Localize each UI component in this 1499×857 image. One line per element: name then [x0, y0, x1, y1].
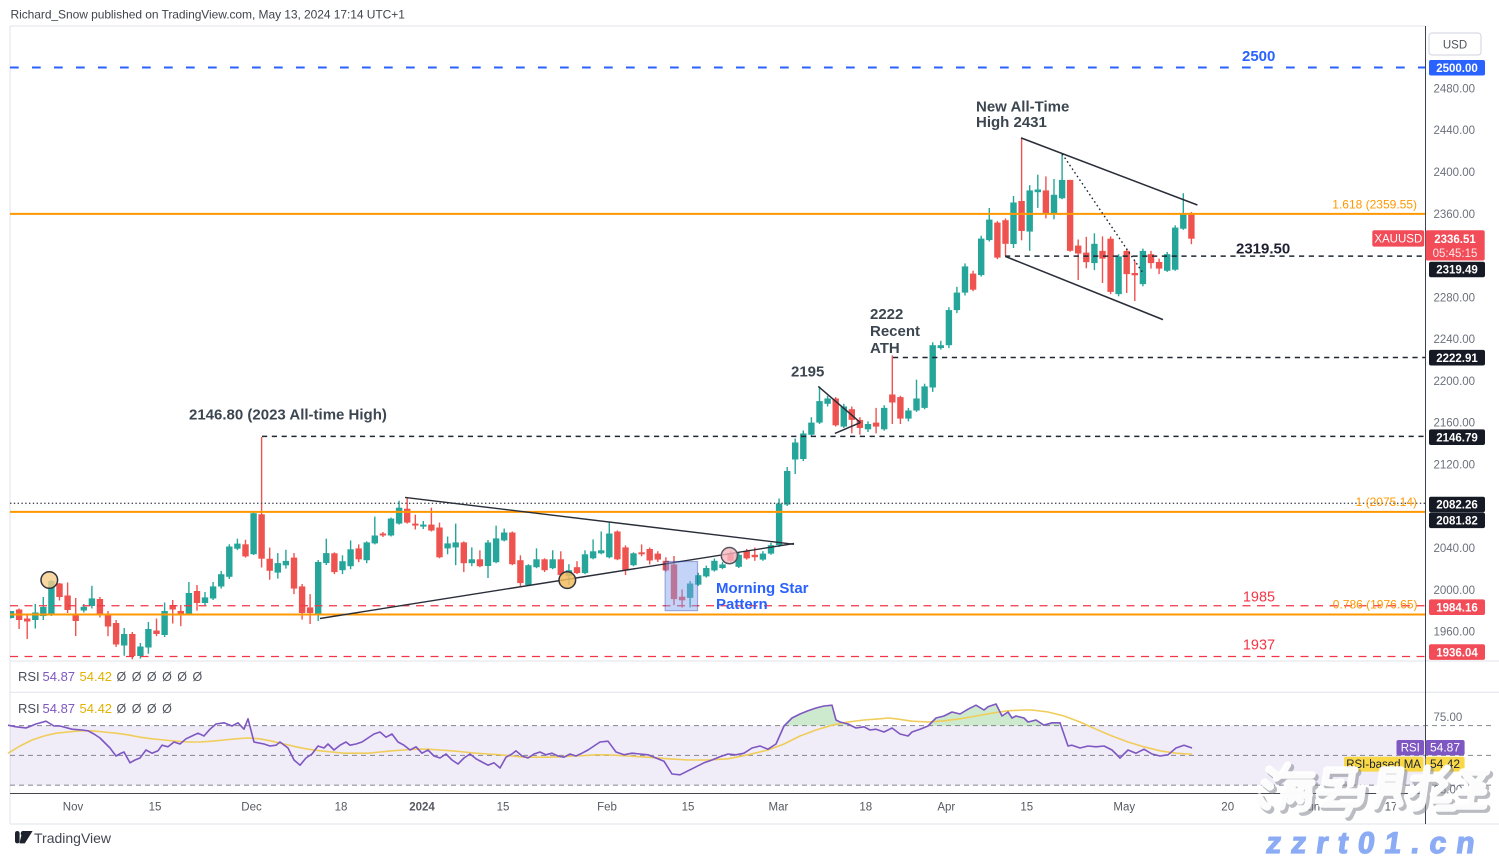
- svg-text:New All-Time: New All-Time: [976, 99, 1069, 116]
- svg-text:2200.00: 2200.00: [1434, 376, 1476, 388]
- svg-text:2000.00: 2000.00: [1434, 585, 1476, 597]
- svg-text:2195: 2195: [791, 364, 824, 381]
- svg-text:2146.79: 2146.79: [1436, 432, 1478, 444]
- svg-text:Ø: Ø: [162, 670, 172, 684]
- svg-text:Recent: Recent: [870, 323, 920, 340]
- svg-text:Ø: Ø: [117, 670, 127, 684]
- svg-text:Ø: Ø: [117, 702, 127, 716]
- svg-text:15: 15: [149, 802, 162, 814]
- svg-text:18: 18: [335, 802, 348, 814]
- svg-text:zzrt01.cn: zzrt01.cn: [1264, 827, 1487, 857]
- svg-text:2040.00: 2040.00: [1434, 543, 1476, 555]
- svg-text:2146.80 (2023 All-time High): 2146.80 (2023 All-time High): [189, 407, 387, 424]
- svg-text:2440.00: 2440.00: [1434, 125, 1476, 137]
- svg-text:RSI: RSI: [1401, 743, 1420, 755]
- svg-text:15: 15: [497, 802, 510, 814]
- svg-text:1.618 (2359.55): 1.618 (2359.55): [1332, 198, 1417, 212]
- svg-text:15: 15: [1020, 802, 1033, 814]
- svg-text:RSI: RSI: [18, 669, 40, 684]
- svg-text:2400.00: 2400.00: [1434, 167, 1476, 179]
- svg-text:1985: 1985: [1243, 590, 1275, 606]
- svg-text:54.42: 54.42: [80, 669, 113, 684]
- svg-text:Richard_Snow published on Trad: Richard_Snow published on TradingView.co…: [11, 8, 406, 22]
- svg-text:2500: 2500: [1242, 48, 1275, 65]
- svg-text:2082.26: 2082.26: [1436, 500, 1478, 512]
- svg-text:1960.00: 1960.00: [1434, 627, 1476, 639]
- svg-text:Ø: Ø: [132, 702, 142, 716]
- svg-text:Feb: Feb: [597, 802, 617, 814]
- svg-text:Ø: Ø: [177, 670, 187, 684]
- svg-text:ATH: ATH: [870, 340, 900, 357]
- svg-text:1 (2075.14): 1 (2075.14): [1356, 495, 1417, 509]
- svg-text:05:45:15: 05:45:15: [1433, 248, 1478, 260]
- svg-text:15: 15: [682, 802, 695, 814]
- svg-text:Pattern: Pattern: [716, 596, 768, 613]
- svg-text:2240.00: 2240.00: [1434, 334, 1476, 346]
- svg-text:2024: 2024: [409, 802, 435, 814]
- svg-text:2319.49: 2319.49: [1436, 265, 1478, 277]
- svg-text:Mar: Mar: [768, 802, 788, 814]
- svg-text:Ø: Ø: [132, 670, 142, 684]
- svg-text:2081.82: 2081.82: [1436, 516, 1478, 528]
- svg-text:2500.00: 2500.00: [1436, 63, 1478, 75]
- svg-text:1984.16: 1984.16: [1436, 602, 1478, 614]
- svg-text:Ø: Ø: [162, 702, 172, 716]
- svg-text:2222.91: 2222.91: [1436, 353, 1478, 365]
- svg-text:2480.00: 2480.00: [1434, 83, 1476, 95]
- svg-text:Morning Star: Morning Star: [716, 580, 809, 597]
- svg-text:1936.04: 1936.04: [1436, 647, 1478, 659]
- svg-text:1937: 1937: [1243, 638, 1275, 654]
- svg-text:High 2431: High 2431: [976, 114, 1047, 131]
- svg-text:Ø: Ø: [147, 670, 157, 684]
- svg-text:17: 17: [1385, 802, 1398, 814]
- svg-text:2319.50: 2319.50: [1236, 241, 1290, 258]
- svg-text:18: 18: [859, 802, 872, 814]
- svg-text:54.87: 54.87: [1430, 741, 1460, 755]
- svg-text:Nov: Nov: [63, 802, 84, 814]
- svg-text:zzrt01.cn: zzrt01.cn: [1264, 827, 1487, 857]
- svg-text:2360.00: 2360.00: [1434, 209, 1476, 221]
- svg-text:XAUUSD: XAUUSD: [1374, 234, 1422, 246]
- svg-text:75.00: 75.00: [1434, 712, 1463, 724]
- svg-text:Ø: Ø: [147, 702, 157, 716]
- svg-text:2336.51: 2336.51: [1434, 234, 1476, 246]
- svg-text:2160.00: 2160.00: [1434, 418, 1476, 430]
- svg-text:54.42: 54.42: [80, 701, 113, 716]
- svg-text:2222: 2222: [870, 306, 903, 323]
- svg-text:May: May: [1113, 802, 1135, 814]
- svg-text:Ø: Ø: [193, 670, 203, 684]
- svg-text:RSI: RSI: [18, 701, 40, 716]
- svg-text:TradingView: TradingView: [34, 830, 112, 846]
- svg-text:2120.00: 2120.00: [1434, 459, 1476, 471]
- svg-text:54.87: 54.87: [43, 669, 76, 684]
- svg-text:Dec: Dec: [241, 802, 262, 814]
- svg-text:2280.00: 2280.00: [1434, 292, 1476, 304]
- svg-text:USD: USD: [1443, 40, 1467, 52]
- svg-text:54.87: 54.87: [43, 701, 76, 716]
- svg-text:0.786 (1976.65): 0.786 (1976.65): [1333, 598, 1418, 612]
- svg-text:20: 20: [1221, 802, 1234, 814]
- svg-text:Apr: Apr: [937, 802, 955, 814]
